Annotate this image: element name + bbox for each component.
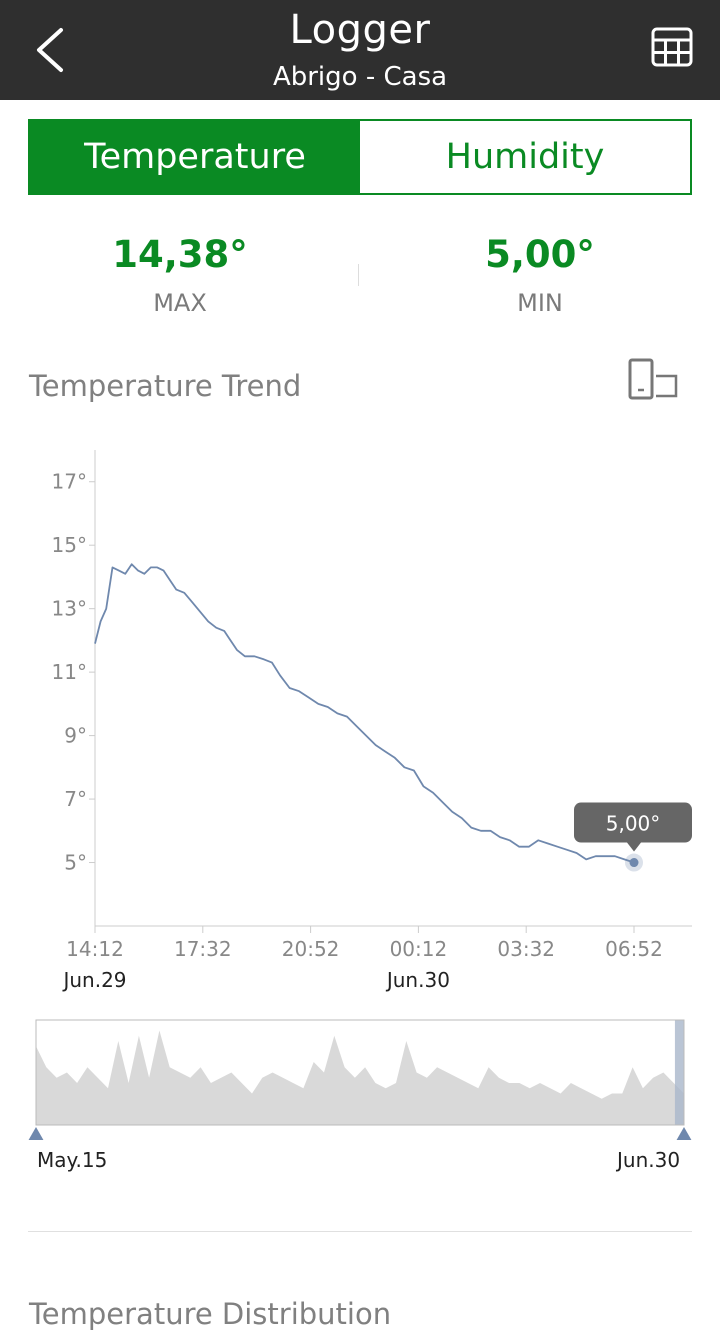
range-navigator[interactable] — [0, 1010, 720, 1140]
x-tick-label: 00:12 — [390, 937, 448, 961]
page-title: Logger — [289, 7, 431, 53]
y-tick-label: 17° — [52, 470, 87, 494]
navigator-start-label: May.15 — [37, 1148, 108, 1172]
temperature-trend-chart[interactable]: 5° 7° 9° 11° 13° 15° 17° 14:12 17:32 20:52 00:12 03… — [0, 430, 720, 1000]
navigator-end-handle[interactable] — [676, 1127, 692, 1140]
stats-divider — [358, 264, 359, 286]
stat-max: 14,38° MAX — [0, 232, 360, 318]
y-tick-label: 9° — [64, 724, 87, 748]
trend-title: Temperature Trend — [29, 369, 302, 403]
navigator-selection[interactable] — [674, 1020, 684, 1125]
tooltip-pointer — [627, 842, 641, 852]
min-label: MIN — [517, 289, 563, 317]
navigator-start-handle[interactable] — [28, 1127, 44, 1140]
y-tick-label: 5° — [64, 851, 87, 875]
tooltip-box — [574, 802, 692, 843]
tab-temperature[interactable]: Temperature — [30, 121, 360, 193]
temperature-series-line — [94, 563, 635, 864]
x-tick-label: 17:32 — [174, 937, 232, 961]
stat-min: 5,00° MIN — [360, 232, 720, 318]
table-view-button[interactable] — [644, 22, 700, 72]
y-tick-label: 13° — [52, 597, 87, 621]
rotate-button[interactable] — [626, 356, 682, 402]
date-label: Jun.30 — [385, 968, 450, 992]
distribution-title: Temperature Distribution — [29, 1297, 392, 1331]
metric-tabs: Temperature Humidity — [28, 119, 692, 195]
rotate-landscape-icon — [628, 358, 678, 400]
max-label: MAX — [153, 289, 207, 317]
x-tick-label: 20:52 — [282, 937, 340, 961]
x-tick-label: 06:52 — [605, 937, 663, 961]
chevron-left-icon — [37, 28, 63, 72]
navigator-area — [36, 1030, 684, 1125]
tab-humidity[interactable]: Humidity — [360, 121, 690, 193]
date-label: Jun.29 — [61, 968, 126, 992]
x-tick-label: 14:12 — [66, 937, 124, 961]
tooltip-value: 5,00° — [606, 812, 661, 836]
navigator-frame — [35, 1019, 685, 1126]
section-divider — [28, 1231, 692, 1232]
stats-row: 14,38° MAX 5,00° MIN — [0, 232, 720, 322]
table-grid-icon — [651, 27, 693, 67]
page-subtitle: Abrigo - Casa — [272, 62, 448, 92]
hover-point[interactable] — [629, 858, 639, 868]
back-button[interactable] — [22, 22, 78, 78]
y-tick-label: 15° — [52, 533, 87, 557]
navigator-end-label: Jun.30 — [617, 1148, 681, 1172]
min-value: 5,00° — [485, 233, 595, 276]
y-tick-label: 7° — [64, 787, 87, 811]
y-tick-label: 11° — [52, 660, 87, 684]
x-tick-label: 03:32 — [497, 937, 555, 961]
max-value: 14,38° — [112, 233, 248, 276]
app-header: Logger Abrigo - Casa — [0, 0, 720, 100]
